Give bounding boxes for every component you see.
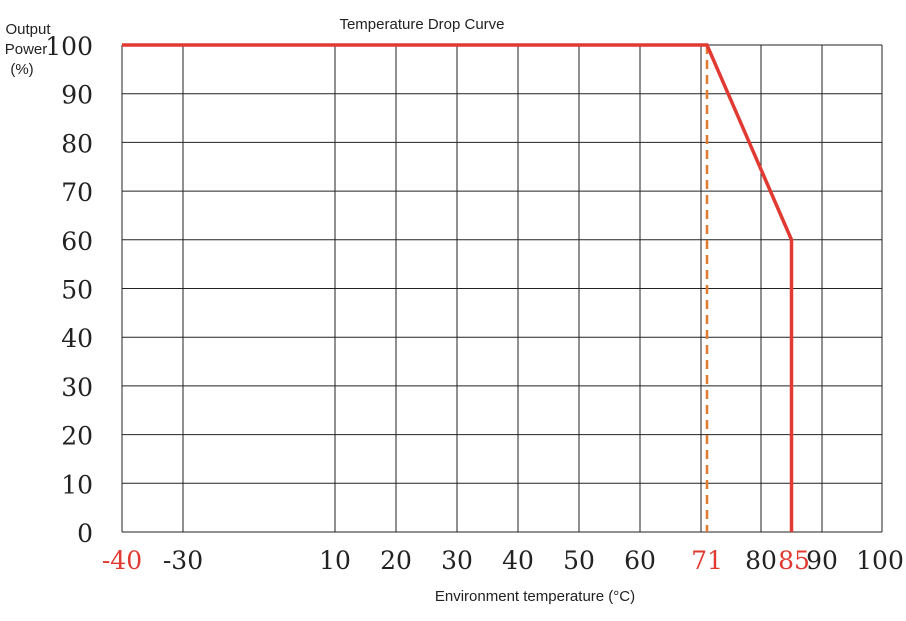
x-tick-label: -30	[163, 546, 203, 575]
y-tick-label: 80	[61, 129, 93, 158]
x-tick-label: 90	[806, 546, 838, 575]
x-tick-label: 60	[624, 546, 656, 575]
x-tick-label: 40	[502, 546, 534, 575]
y-tick-label: 40	[61, 324, 93, 353]
y-axis-label-line-1: Output	[5, 21, 51, 38]
grid	[121, 44, 883, 533]
y-axis-label-line-2: Power	[5, 41, 48, 58]
x-axis-label: Environment temperature (°C)	[435, 588, 635, 605]
y-tick-label: 20	[61, 422, 93, 451]
series	[122, 43, 794, 532]
y-tick-label: 30	[61, 373, 93, 402]
x-tick-label: 100	[856, 546, 904, 575]
y-tick-label: 50	[61, 276, 93, 305]
x-tick-label: 85	[778, 546, 810, 575]
y-tick-label: 10	[61, 470, 93, 499]
x-tick-label: 50	[563, 546, 595, 575]
x-tick-label: 30	[441, 546, 473, 575]
x-tick-label: 10	[319, 546, 351, 575]
y-tick-label: 90	[61, 81, 93, 110]
y-tick-label: 100	[45, 32, 93, 61]
chart-title: Temperature Drop Curve	[339, 16, 504, 33]
x-tick-label: 80	[745, 546, 777, 575]
tick-labels: 0 10 20 30 40 50 60 70 80 90 100 -40 -30 10 20 30 40 50 60…	[45, 32, 904, 575]
y-tick-label: 0	[77, 519, 93, 548]
y-tick-label: 70	[61, 178, 93, 207]
y-tick-label: 60	[61, 227, 93, 256]
x-tick-label: 20	[380, 546, 412, 575]
x-tick-label: -40	[102, 546, 142, 575]
x-tick-label: 71	[691, 546, 723, 575]
series-line-0	[122, 43, 794, 532]
y-axis-label-line-3: (%)	[10, 61, 33, 78]
